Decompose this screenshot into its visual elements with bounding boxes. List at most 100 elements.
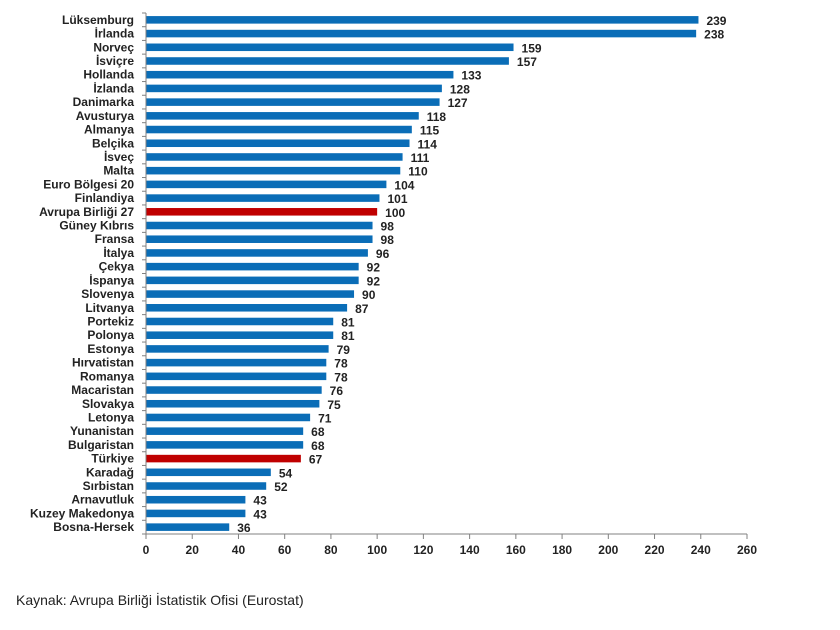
value-label-2: 159 — [522, 41, 542, 55]
value-label-22: 81 — [341, 315, 355, 329]
bar-31 — [146, 441, 304, 449]
category-label-8: Almanya — [84, 123, 134, 137]
x-tick-label-10: 200 — [598, 543, 618, 557]
bar-9 — [146, 139, 410, 148]
value-label-1: 238 — [704, 28, 724, 42]
axes-group: 0 20 40 60 80 100 120 140 160 180 200 220 240 260 — [142, 12, 757, 557]
category-label-37: Bosna-Hersek — [53, 520, 134, 534]
x-tick-label-8: 160 — [506, 543, 526, 557]
bar-8 — [146, 125, 412, 134]
bar-37 — [146, 523, 230, 531]
bar-32 — [146, 454, 301, 463]
value-label-16: 98 — [381, 233, 395, 247]
x-tick-label-3: 60 — [278, 543, 292, 557]
bar-4 — [146, 70, 454, 79]
bar-14 — [146, 208, 378, 216]
x-tick-label-12: 240 — [691, 543, 711, 557]
value-label-4: 133 — [461, 69, 481, 83]
category-label-11: Malta — [103, 164, 134, 178]
category-label-6: Danimarka — [73, 95, 135, 109]
x-tick-label-2: 40 — [232, 543, 246, 557]
category-label-27: Macaristan — [71, 383, 134, 397]
bar-29 — [146, 413, 311, 422]
bar-12 — [146, 180, 387, 189]
x-tick-label-6: 120 — [413, 543, 433, 557]
value-label-17: 96 — [376, 247, 390, 261]
value-label-21: 87 — [355, 302, 369, 316]
value-label-19: 92 — [367, 274, 381, 288]
category-label-30: Yunanistan — [70, 424, 134, 438]
value-label-37: 36 — [237, 521, 251, 535]
value-label-7: 118 — [427, 110, 447, 124]
value-label-10: 111 — [411, 151, 430, 165]
bar-chart: LüksemburgİrlandaNorveçİsviçreHollandaİz… — [30, 12, 757, 557]
bar-27 — [146, 386, 322, 394]
category-label-2: Norveç — [93, 40, 134, 54]
category-label-5: İzlanda — [93, 80, 134, 95]
value-label-20: 90 — [362, 288, 376, 302]
value-label-34: 52 — [274, 480, 288, 494]
category-label-0: Lüksemburg — [62, 13, 134, 27]
x-tick-label-13: 260 — [737, 543, 757, 557]
category-label-21: Litvanya — [85, 301, 134, 315]
value-label-15: 98 — [381, 220, 395, 234]
value-label-3: 157 — [517, 55, 537, 69]
category-label-15: Güney Kıbrıs — [59, 219, 134, 233]
x-tick-label-0: 0 — [143, 543, 150, 557]
value-label-13: 101 — [387, 192, 407, 206]
bar-34 — [146, 482, 267, 490]
category-label-33: Karadağ — [86, 465, 134, 479]
category-label-14: Avrupa Birliği 27 — [39, 205, 134, 219]
value-label-12: 104 — [394, 178, 414, 192]
category-label-24: Estonya — [87, 342, 134, 356]
category-labels-group: LüksemburgİrlandaNorveçİsviçreHollandaİz… — [30, 13, 134, 534]
category-label-3: İsviçre — [96, 53, 134, 68]
x-tick-label-5: 100 — [367, 543, 387, 557]
category-label-4: Hollanda — [83, 68, 134, 82]
category-label-16: Fransa — [95, 232, 135, 246]
category-label-35: Arnavutluk — [71, 493, 134, 507]
bar-6 — [146, 98, 440, 106]
category-label-22: Portekiz — [87, 314, 134, 328]
category-label-1: İrlanda — [95, 26, 135, 41]
value-label-8: 115 — [420, 124, 440, 138]
source-note: Kaynak: Avrupa Birliği İstatistik Ofisi … — [16, 592, 304, 608]
category-label-36: Kuzey Makedonya — [30, 506, 134, 520]
category-label-28: Slovakya — [82, 397, 134, 411]
bar-7 — [146, 112, 419, 120]
bar-21 — [146, 304, 348, 312]
value-label-29: 71 — [318, 411, 332, 425]
x-tick-label-1: 20 — [186, 543, 200, 557]
value-label-28: 75 — [327, 398, 341, 412]
x-tick-label-9: 180 — [552, 543, 572, 557]
value-label-0: 239 — [706, 14, 726, 28]
value-labels-group: 2392381591571331281271181151141111101041… — [237, 14, 727, 535]
category-label-34: Sırbistan — [83, 479, 134, 493]
bar-5 — [146, 84, 442, 93]
value-label-23: 81 — [341, 329, 355, 343]
value-label-9: 114 — [418, 137, 438, 151]
bar-15 — [146, 221, 373, 230]
value-label-18: 92 — [367, 261, 381, 275]
category-label-17: İtalya — [103, 245, 134, 260]
category-label-12: Euro Bölgesi 20 — [43, 177, 134, 191]
x-tick-label-11: 220 — [645, 543, 665, 557]
bar-18 — [146, 262, 359, 271]
bar-17 — [146, 249, 368, 257]
value-label-6: 127 — [448, 96, 468, 110]
bar-20 — [146, 290, 355, 298]
value-label-35: 43 — [253, 494, 267, 508]
bar-19 — [146, 276, 359, 285]
category-label-10: İsveç — [104, 149, 134, 164]
category-label-13: Finlandiya — [75, 191, 135, 205]
bar-30 — [146, 427, 304, 435]
bar-11 — [146, 166, 401, 175]
bar-28 — [146, 399, 320, 408]
category-label-19: İspanya — [89, 272, 134, 287]
bar-26 — [146, 372, 327, 381]
bars-group — [146, 16, 699, 531]
category-label-18: Çekya — [99, 260, 135, 274]
bar-22 — [146, 317, 334, 326]
value-label-25: 78 — [334, 357, 348, 371]
bar-35 — [146, 495, 246, 504]
